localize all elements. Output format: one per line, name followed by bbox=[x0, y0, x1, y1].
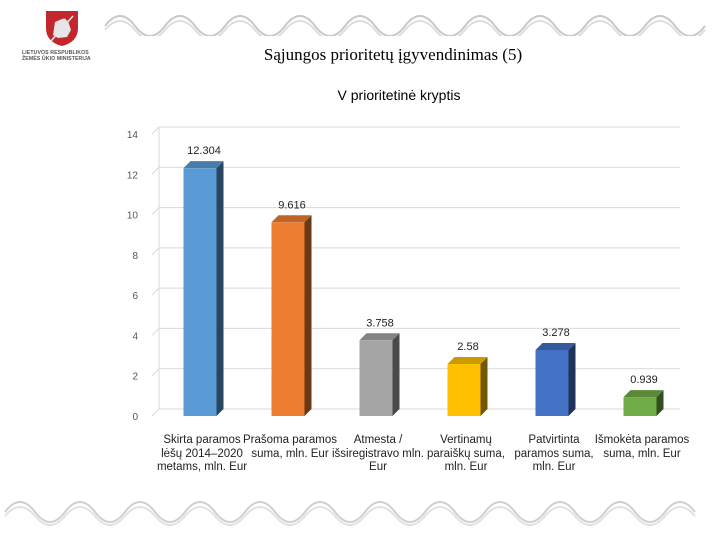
bar bbox=[447, 364, 481, 416]
bar bbox=[535, 349, 569, 416]
category-label: Skirta paramos lėšų 2014–2020 metams, ml… bbox=[156, 434, 248, 473]
bar bbox=[359, 340, 393, 416]
bar-top bbox=[535, 342, 576, 350]
bar-side bbox=[656, 390, 664, 416]
gridline-side bbox=[151, 247, 160, 256]
bar-top bbox=[447, 357, 488, 365]
y-tick-label: 0 bbox=[132, 412, 138, 423]
coat-of-arms-icon bbox=[46, 11, 78, 46]
y-tick-label: 14 bbox=[127, 130, 139, 141]
category-label: Atmesta / išsiregistravo mln. Eur bbox=[331, 434, 425, 473]
decorative-ornament-top bbox=[104, 15, 706, 36]
y-tick-label: 2 bbox=[132, 372, 138, 383]
slide-title: Sąjungos prioritetų įgyvendinimas (5) bbox=[263, 45, 523, 64]
chart-title: V prioritetinė kryptis bbox=[337, 87, 461, 103]
ministry-name: Lietuvos Respublikos žemės ūkio minister… bbox=[22, 50, 91, 62]
gridline-side bbox=[151, 207, 160, 215]
data-label: 3.278 bbox=[542, 327, 570, 339]
gridline-side bbox=[151, 368, 160, 377]
bar-side bbox=[480, 357, 488, 416]
category-label: Prašoma paramos suma, mln. Eur bbox=[243, 434, 337, 460]
decorative-ornament-bottom bbox=[4, 501, 696, 526]
data-label: 0.939 bbox=[630, 374, 658, 386]
gridline-side bbox=[151, 328, 160, 336]
category-label: Išmokėta paramos suma, mln. Eur bbox=[594, 434, 690, 460]
data-label: 12.304 bbox=[187, 145, 221, 157]
bar bbox=[623, 397, 657, 416]
bar-top bbox=[623, 390, 664, 398]
y-tick-label: 10 bbox=[127, 211, 139, 222]
data-label: 2.58 bbox=[457, 341, 478, 353]
gridline-side bbox=[151, 408, 160, 417]
y-tick-label: 8 bbox=[132, 251, 138, 262]
y-tick-label: 4 bbox=[132, 331, 138, 342]
gridline-side bbox=[151, 287, 160, 296]
data-label: 3.758 bbox=[366, 317, 394, 329]
y-tick-label: 6 bbox=[132, 291, 138, 302]
gridline-side bbox=[151, 166, 160, 175]
y-tick-label: 12 bbox=[127, 170, 139, 181]
bar-side bbox=[568, 342, 576, 416]
bar-top bbox=[359, 333, 400, 341]
category-label: Patvirtinta paramos suma, mln. Eur bbox=[514, 434, 594, 473]
bar-side bbox=[392, 333, 400, 416]
bar-side bbox=[216, 161, 224, 416]
gridline-side bbox=[151, 126, 160, 135]
data-label: 9.616 bbox=[278, 199, 306, 211]
category-label: Vertinamų paraiškų suma, mln. Eur bbox=[427, 434, 505, 473]
bar-top bbox=[183, 161, 224, 169]
bar-side bbox=[304, 215, 312, 416]
bar-top bbox=[271, 215, 312, 223]
bar bbox=[271, 222, 305, 416]
bar bbox=[183, 168, 217, 416]
ministry-logo: Lietuvos Respublikos žemės ūkio minister… bbox=[22, 8, 102, 74]
